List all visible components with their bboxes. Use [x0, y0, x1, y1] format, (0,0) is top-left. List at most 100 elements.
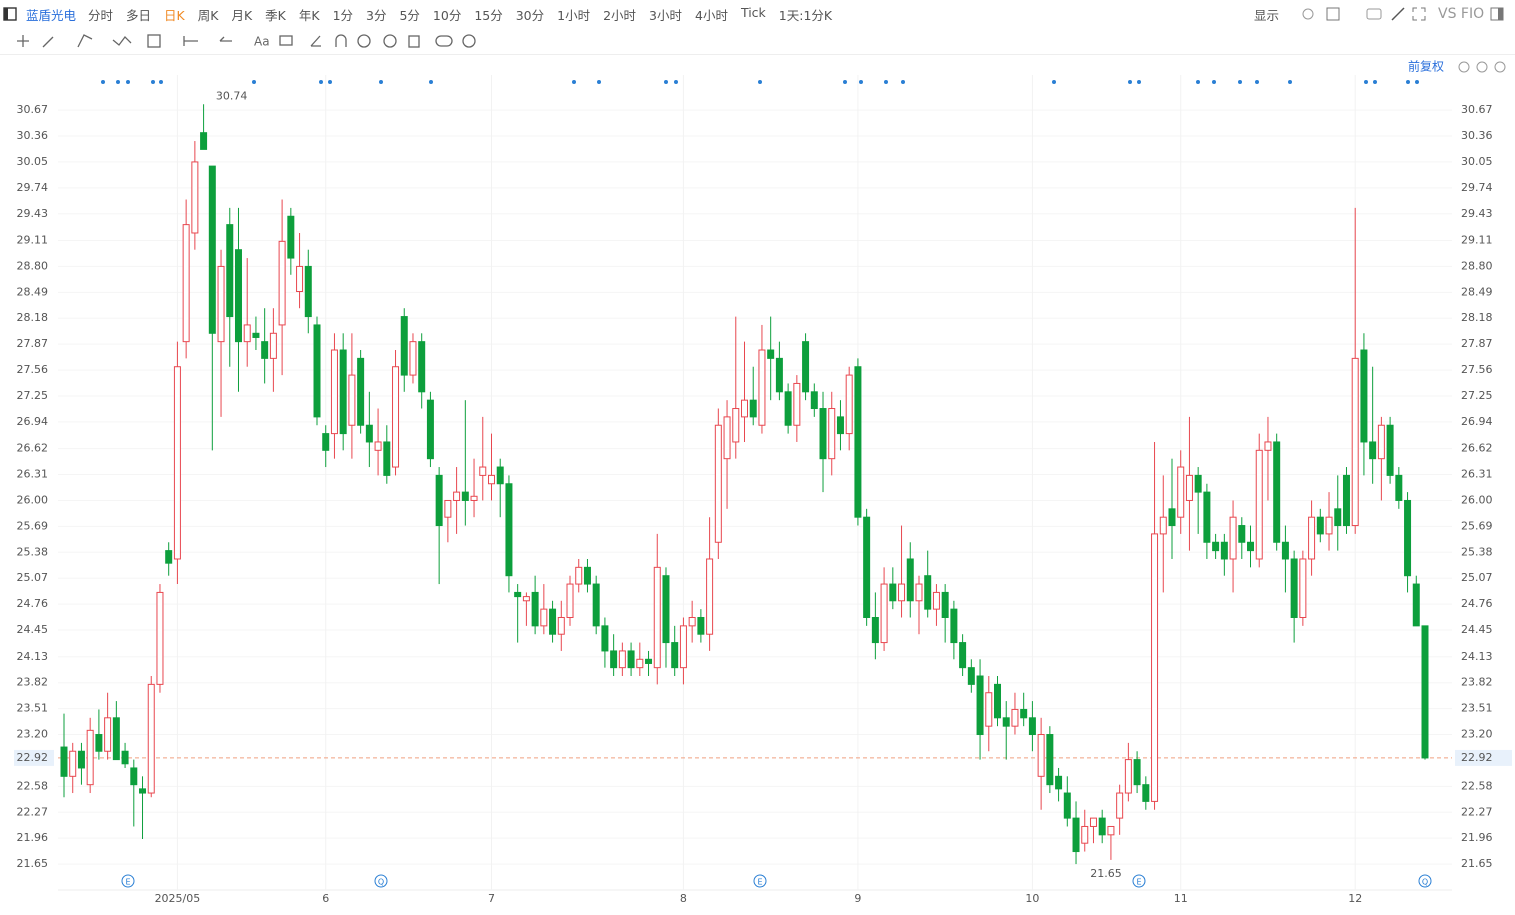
candle-body: [802, 341, 810, 393]
period-tab[interactable]: 30分: [515, 7, 545, 23]
y2-tick-label: 30.36: [1461, 129, 1493, 142]
candle-body: [69, 750, 77, 777]
candle-body: [1142, 784, 1150, 802]
news-dot: [379, 80, 383, 84]
chart-controls: [1458, 61, 1506, 73]
candle-body: [767, 349, 775, 359]
news-dot: [674, 80, 678, 84]
candle-body: [967, 667, 975, 685]
candle-body: [994, 683, 1002, 719]
y-tick-label: 21.65: [17, 857, 49, 870]
y-tick-label: 28.80: [17, 259, 49, 272]
period-tab[interactable]: Tick: [740, 4, 766, 20]
candle-body: [1342, 474, 1350, 527]
period-tab[interactable]: 分时: [88, 7, 114, 23]
candle-body: [819, 408, 827, 460]
news-dot: [1255, 80, 1259, 84]
period-tab[interactable]: 4小时: [695, 7, 728, 23]
period-tab[interactable]: 多日: [126, 7, 152, 23]
y2-tick-label: 25.07: [1461, 571, 1493, 584]
period-tab[interactable]: 5分: [399, 7, 420, 23]
layout-icon[interactable]: [2, 6, 18, 22]
candle-body: [1168, 508, 1176, 527]
candle-body: [147, 683, 155, 794]
period-tab[interactable]: 季K: [265, 7, 286, 23]
candle-body: [487, 474, 495, 485]
period-tab[interactable]: 1分: [332, 7, 354, 23]
event-label: Q: [378, 878, 384, 887]
candle-body: [156, 591, 164, 685]
y2-tick-label: 24.76: [1461, 597, 1493, 610]
candle-body: [461, 491, 469, 501]
candle-body: [1290, 558, 1298, 618]
symbol[interactable]: 蓝盾光电: [26, 7, 77, 23]
candle-body: [1386, 424, 1394, 476]
candle-body: [1072, 817, 1080, 853]
y2-tick-label: 23.82: [1461, 676, 1493, 689]
candle-body: [714, 424, 722, 543]
candle-body: [758, 349, 766, 426]
period-tab[interactable]: 15分: [474, 7, 503, 23]
y2-tick-label: 30.67: [1461, 103, 1493, 116]
candle-body: [1273, 441, 1281, 543]
candle-body: [1212, 541, 1220, 552]
period-tab[interactable]: 1天:1分K: [778, 7, 833, 23]
period-tab[interactable]: 10分: [432, 7, 462, 23]
candle-body: [444, 499, 452, 518]
y2-tick-label: 28.49: [1461, 285, 1493, 298]
candle-body: [1281, 541, 1289, 560]
period-tab[interactable]: 月K: [231, 7, 253, 23]
y-tick-label: 27.56: [17, 363, 49, 376]
y2-tick-label: 28.18: [1461, 311, 1493, 324]
candle-body: [1098, 817, 1106, 836]
y-tick-label: 24.45: [17, 623, 49, 636]
compare-button[interactable]: VS FIO: [1438, 6, 1485, 22]
candle-body: [1124, 759, 1132, 794]
news-dot: [1196, 80, 1200, 84]
candle-body: [112, 717, 120, 761]
candle-body: [139, 788, 147, 794]
candle-body: [1037, 734, 1045, 777]
last-price-label: 22.92: [17, 751, 49, 764]
candle-body: [1421, 625, 1429, 759]
y2-tick-label: 26.00: [1461, 493, 1493, 506]
y-tick-label: 26.00: [17, 493, 49, 506]
period-toolbar: 蓝盾光电 分时 多日 日K 周K 月K 季K 年K 1分 3分 5分 10分 15分 30分 1小时 2小时…: [0, 0, 1515, 28]
y2-tick-label: 24.13: [1461, 650, 1493, 663]
candle-body: [976, 675, 984, 736]
y-tick-label: 30.67: [17, 103, 49, 116]
candle-body: [1185, 474, 1193, 501]
news-dot: [101, 80, 105, 84]
y2-tick-label: 24.45: [1461, 623, 1493, 636]
candle-body: [418, 341, 426, 393]
candle-body: [592, 583, 600, 627]
panel-icon[interactable]: [1489, 6, 1505, 22]
candle-body: [845, 374, 853, 435]
period-tab[interactable]: 3分: [366, 7, 387, 23]
last-price-tag: [14, 749, 54, 766]
display-menu[interactable]: 显示: [1254, 7, 1280, 23]
period-tab[interactable]: 2小时: [603, 7, 637, 23]
news-dot: [1052, 80, 1056, 84]
candle-body: [1055, 775, 1063, 790]
candle-body: [1011, 708, 1019, 727]
y-tick-label: 27.25: [17, 389, 49, 402]
period-tab[interactable]: 3小时: [649, 7, 682, 23]
period-tab[interactable]: 1小时: [557, 7, 591, 23]
candle-body: [732, 408, 740, 443]
svg-text:Aa: Aa: [254, 35, 270, 49]
period-tab[interactable]: 年K: [298, 7, 320, 23]
period-tab[interactable]: 周K: [197, 7, 219, 23]
y-tick-label: 25.07: [17, 571, 49, 584]
period-tab[interactable]: 日K: [164, 7, 185, 23]
candle-body: [549, 608, 557, 635]
y-tick-label: 26.31: [17, 468, 49, 481]
candle-body: [583, 566, 591, 585]
adjust-mode[interactable]: 前复权: [1408, 59, 1444, 74]
candle-body: [566, 583, 574, 618]
candle-body: [496, 466, 504, 485]
candle-body: [392, 366, 400, 468]
candle-body: [540, 608, 548, 627]
candle-body: [1220, 541, 1228, 560]
x-tick-label: 6: [322, 892, 329, 905]
